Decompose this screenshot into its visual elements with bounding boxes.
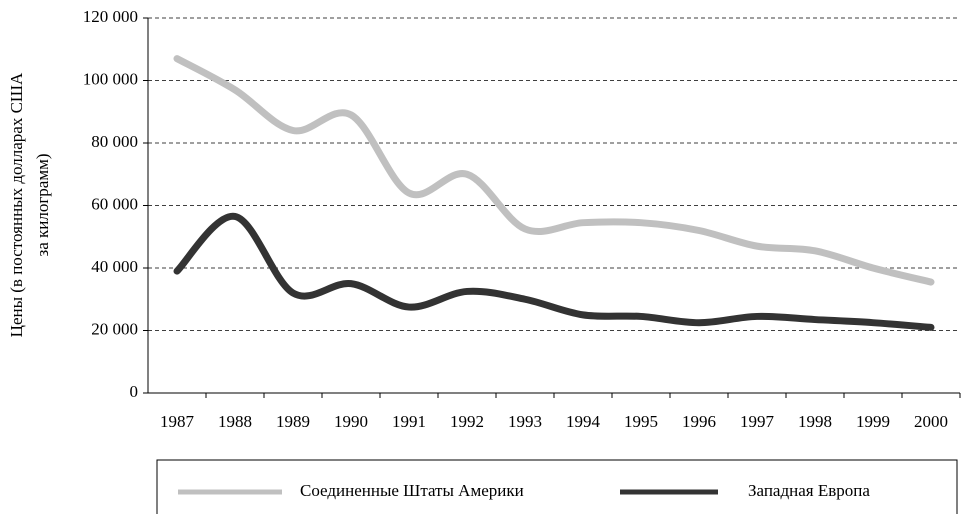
x-tick-label: 1998 — [798, 412, 832, 431]
y-tick-label: 120 000 — [83, 7, 138, 26]
x-tick-label: 1989 — [276, 412, 310, 431]
legend-box — [156, 459, 958, 514]
x-tick-label: 1992 — [450, 412, 484, 431]
x-tick-label: 1997 — [740, 412, 775, 431]
y-tick-label: 40 000 — [91, 257, 138, 276]
y-axis-label: Цены (в постоянных долларах США — [7, 72, 26, 337]
y-tick-label: 0 — [130, 382, 139, 401]
y-tick-label: 60 000 — [91, 194, 138, 213]
legend-label: Соединенные Штаты Америки — [300, 481, 524, 500]
y-axis-label: за килограмм) — [33, 153, 52, 256]
x-tick-label: 1994 — [566, 412, 601, 431]
y-tick-label: 20 000 — [91, 319, 138, 338]
x-tick-label: 1999 — [856, 412, 890, 431]
x-tick-label: 1993 — [508, 412, 542, 431]
x-tick-label: 1987 — [160, 412, 195, 431]
y-tick-label: 80 000 — [91, 132, 138, 151]
x-tick-label: 1990 — [334, 412, 368, 431]
x-tick-label: 1996 — [682, 412, 716, 431]
x-tick-label: 2000 — [914, 412, 948, 431]
x-tick-label: 1995 — [624, 412, 658, 431]
legend-label: Западная Европа — [748, 481, 870, 500]
x-tick-label: 1991 — [392, 412, 426, 431]
series-line — [173, 212, 935, 331]
y-tick-label: 100 000 — [83, 69, 138, 88]
x-tick-label: 1988 — [218, 412, 252, 431]
series-line — [173, 55, 935, 286]
